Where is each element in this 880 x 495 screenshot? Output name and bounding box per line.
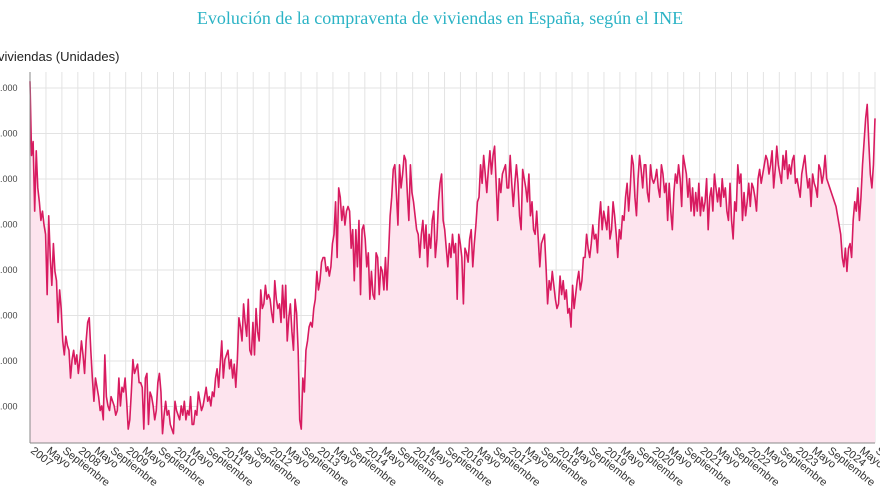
y-tick-label: .000	[0, 265, 18, 275]
series-line	[29, 81, 876, 435]
y-tick-label: .000	[0, 220, 18, 230]
area-layer	[30, 81, 875, 444]
y-tick-label: .000	[0, 83, 18, 93]
y-tick-label: .000	[0, 129, 18, 139]
y-tick-label: .000	[0, 356, 18, 366]
axes	[29, 72, 875, 444]
y-axis-label: viviendas (Unidades)	[0, 49, 120, 64]
y-tick-label: .000	[0, 402, 18, 412]
series-area	[30, 81, 875, 444]
chart-title: Evolución de la compraventa de viviendas…	[196, 8, 684, 28]
y-tick-label: .000	[0, 174, 18, 184]
x-ticks: 2007MayoSeptiembre2008MayoSeptiembre2009…	[28, 445, 880, 489]
y-tick-label: .000	[0, 311, 18, 321]
y-ticks: .000 .000 .000 .000 .000 .000 .000 .000	[0, 83, 18, 412]
line-layer	[29, 81, 876, 435]
